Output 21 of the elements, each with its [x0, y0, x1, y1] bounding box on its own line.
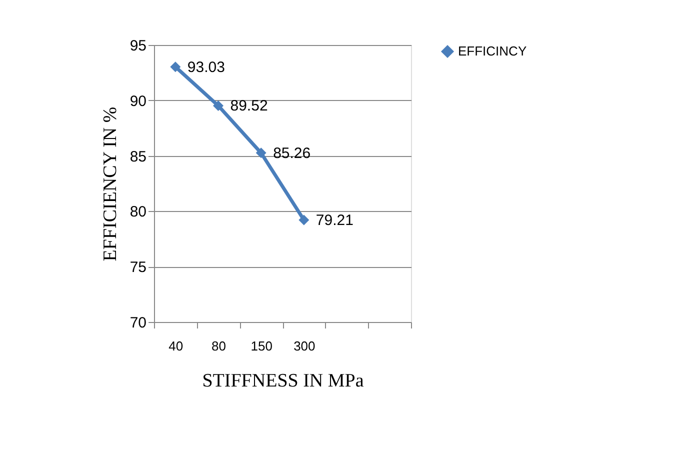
y-tick-label: 95 — [130, 38, 146, 54]
point — [170, 62, 181, 72]
point — [298, 214, 310, 226]
y-tick-label: 90 — [130, 92, 146, 110]
point — [213, 100, 224, 111]
y-tick-label: 75 — [130, 259, 146, 276]
y-axis-title: EFFICIENCY IN % — [100, 106, 121, 262]
data-label: 79.21 — [316, 212, 354, 229]
x-axis-title: STIFFNESS IN MPa — [202, 370, 364, 392]
data-label: 85.26 — [273, 144, 311, 162]
x-tick-label: 80 — [212, 338, 226, 354]
data-label: 89.52 — [230, 98, 268, 115]
y-tick-label: 80 — [130, 204, 146, 221]
x-tick-label: 150 — [250, 338, 272, 354]
point — [256, 148, 266, 158]
x-tick-label: 300 — [294, 338, 316, 354]
legend-label: EFFICINCY — [458, 44, 527, 58]
x-tick-label: 40 — [168, 338, 184, 354]
y-tick-label: 70 — [130, 314, 146, 332]
y-tick-label: 85 — [130, 148, 146, 166]
data-label: 93.03 — [187, 58, 225, 76]
